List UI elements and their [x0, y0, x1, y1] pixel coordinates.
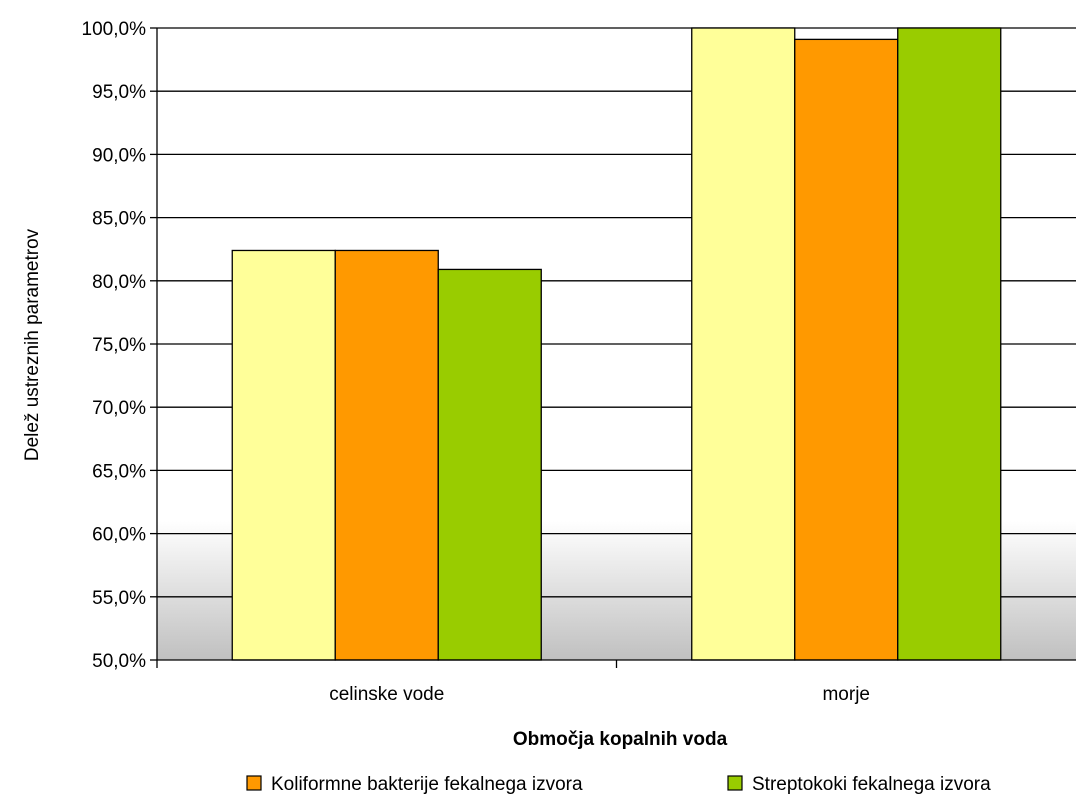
y-tick-label: 95,0%	[92, 82, 146, 103]
legend-swatch	[727, 775, 743, 791]
y-tick-label: 100,0%	[82, 19, 147, 40]
bar	[231, 249, 336, 661]
x-axis-title: Območja kopalnih voda	[513, 729, 728, 750]
y-tick-label: 50,0%	[92, 651, 146, 672]
y-tick-label: 65,0%	[92, 461, 146, 482]
bar	[794, 38, 899, 661]
x-tick-label: celinske vode	[329, 684, 444, 705]
axes	[150, 27, 1076, 668]
bars	[231, 27, 1002, 661]
y-tick-label: 60,0%	[92, 525, 146, 546]
legend-swatch	[246, 775, 262, 791]
bar	[691, 27, 796, 661]
y-axis-title: Delež ustreznih parametrov	[22, 228, 43, 461]
labels: Območja kopalnih voda Delež ustreznih pa…	[22, 19, 870, 750]
legend-item-label: Streptokoki fekalnega izvora	[752, 774, 991, 795]
y-tick-label: 70,0%	[92, 398, 146, 419]
y-tick-label: 75,0%	[92, 335, 146, 356]
bar	[897, 27, 1002, 661]
legend-item-label: Koliformne bakterije fekalnega izvora	[271, 774, 583, 795]
y-tick-label: 85,0%	[92, 209, 146, 230]
bar	[334, 249, 439, 661]
y-tick-label: 90,0%	[92, 145, 146, 166]
y-tick-label: 55,0%	[92, 588, 146, 609]
x-tick-label: morje	[822, 684, 870, 705]
bar	[437, 268, 542, 661]
legend: Skupne koliformne bakterijeKoliformne ba…	[246, 774, 991, 795]
y-tick-label: 80,0%	[92, 272, 146, 293]
